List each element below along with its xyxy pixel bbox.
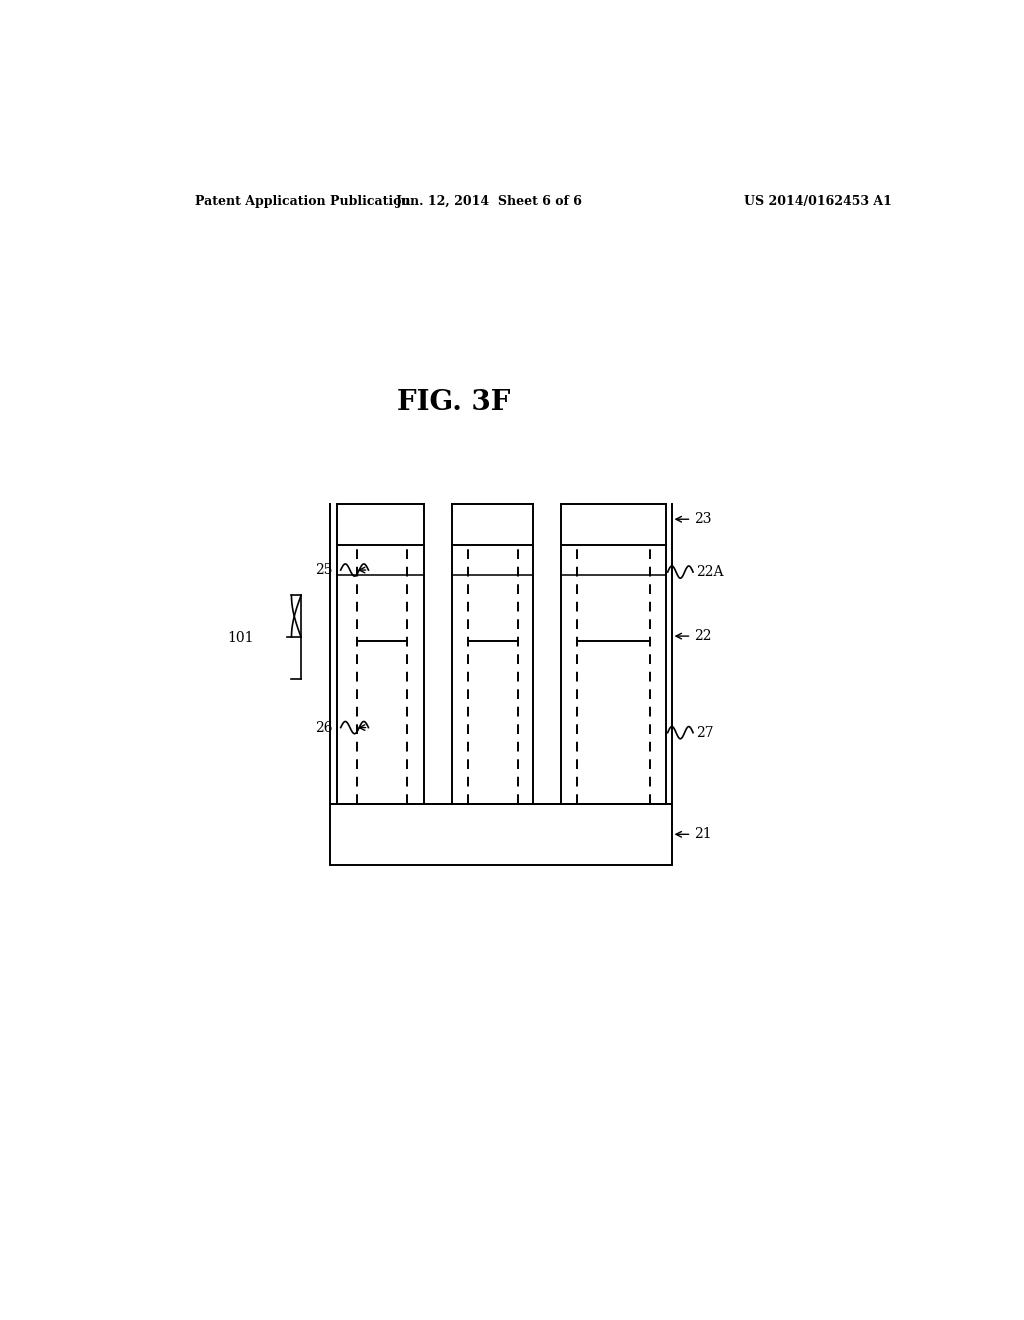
Text: 25: 25 [315,564,333,577]
Text: US 2014/0162453 A1: US 2014/0162453 A1 [744,194,892,207]
Text: 22: 22 [694,630,712,643]
Text: 23: 23 [694,512,712,527]
Text: 27: 27 [696,726,714,739]
Text: 101: 101 [227,631,253,645]
Text: Patent Application Publication: Patent Application Publication [196,194,411,207]
Bar [331,804,672,865]
Text: FIG. 3F: FIG. 3F [396,389,510,416]
Text: 26: 26 [315,721,333,735]
Text: Jun. 12, 2014  Sheet 6 of 6: Jun. 12, 2014 Sheet 6 of 6 [395,194,583,207]
Text: 22A: 22A [696,565,724,579]
Text: 21: 21 [694,828,712,841]
